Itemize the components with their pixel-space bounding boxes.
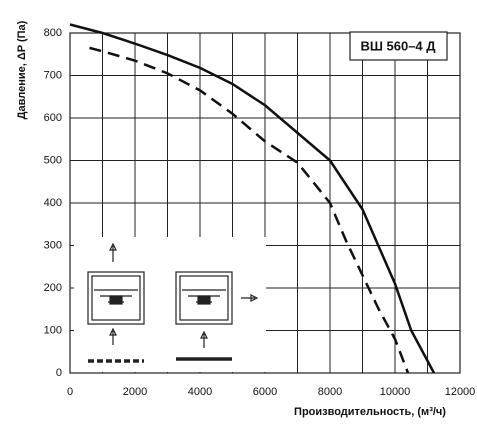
y-tick-label: 200 (44, 282, 62, 294)
x-axis-label: Производительность, (м³/ч) (294, 406, 446, 418)
x-tick-label: 12000 (445, 386, 476, 398)
y-tick-label: 300 (44, 239, 62, 251)
y-tick-label: 400 (44, 197, 62, 209)
x-tick-label: 8000 (318, 386, 342, 398)
y-tick-label: 0 (56, 367, 62, 379)
x-tick-label: 10000 (380, 386, 411, 398)
curve (89, 46, 410, 374)
icon-right (175, 271, 259, 348)
x-tick-label: 2000 (123, 386, 147, 398)
title-box (349, 31, 448, 61)
y-tick-label: 500 (44, 154, 62, 166)
plot-frame (69, 32, 461, 374)
inset (74, 237, 266, 372)
icon-left (87, 242, 145, 345)
y-tick-label: 800 (44, 27, 62, 39)
x-tick-label: 0 (67, 386, 73, 398)
y-axis-label: Давление, ΔP (Па) (16, 20, 28, 119)
inset-background (74, 237, 266, 372)
y-tick-label: 100 (44, 324, 62, 336)
x-tick-label: 6000 (253, 386, 277, 398)
y-tick-label: 600 (44, 112, 62, 124)
chart-title: ВШ 560–4 Д (360, 38, 436, 53)
x-tick-label: 4000 (188, 386, 212, 398)
curve (69, 23, 436, 374)
y-tick-label: 700 (44, 69, 62, 81)
lines (69, 23, 436, 374)
